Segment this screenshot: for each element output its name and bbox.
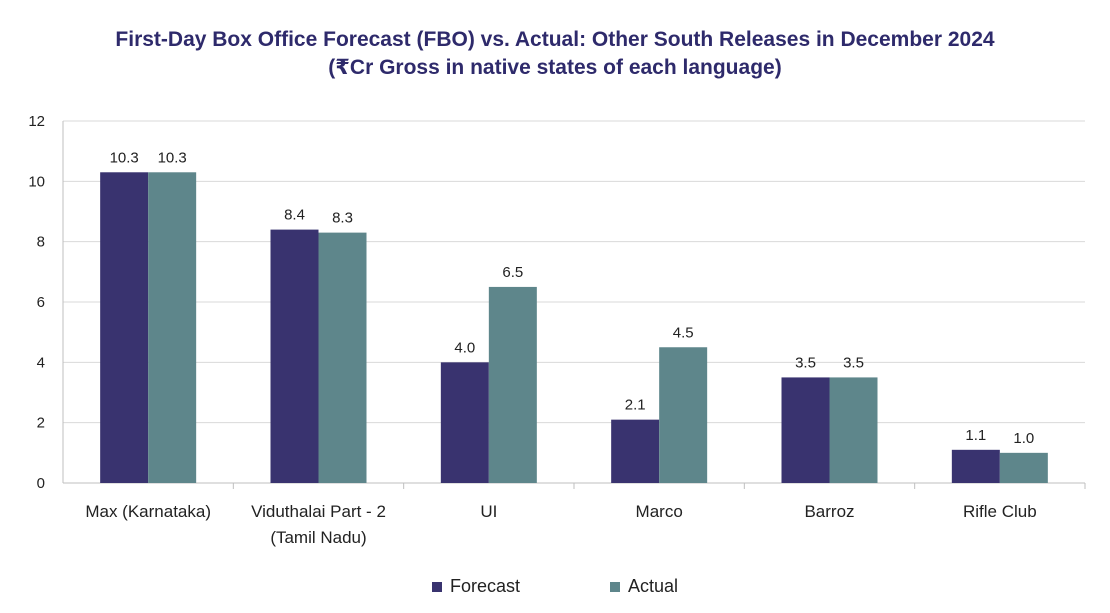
bar-forecast — [440, 362, 489, 483]
legend-swatch-forecast — [431, 581, 442, 592]
legend: Forecast Actual — [0, 576, 1110, 597]
data-label: 4.5 — [673, 324, 694, 341]
bar-actual — [318, 232, 367, 483]
x-category-label: Max (Karnataka) — [85, 502, 211, 521]
legend-swatch-actual — [610, 581, 620, 592]
chart-title: First-Day Box Office Forecast (FBO) vs. … — [115, 28, 995, 51]
y-tick-label: 10 — [28, 173, 45, 190]
y-tick-label: 4 — [37, 354, 45, 371]
chart-title-block: First-Day Box Office Forecast (FBO) vs. … — [0, 26, 1110, 82]
x-category-label: Marco — [636, 502, 683, 521]
data-label: 10.3 — [158, 149, 187, 166]
data-label: 1.0 — [1013, 430, 1034, 447]
data-label: 3.5 — [843, 354, 864, 371]
bar-actual — [148, 172, 197, 484]
x-category-label: UI — [480, 502, 497, 521]
bar-actual — [999, 452, 1048, 483]
y-tick-label: 12 — [28, 113, 45, 130]
bar-actual — [659, 347, 708, 483]
chart-subtitle: (₹Cr Gross in native states of each lang… — [328, 56, 782, 79]
legend-label-forecast: Forecast — [449, 576, 520, 596]
bar-actual — [488, 286, 537, 483]
bar-actual — [829, 377, 878, 483]
x-category-label: Barroz — [804, 502, 854, 521]
bar-forecast — [951, 449, 1000, 483]
legend-label-actual: Actual — [628, 576, 679, 596]
data-label: 1.1 — [965, 427, 986, 444]
y-tick-label: 6 — [37, 294, 45, 311]
data-label: 8.4 — [284, 207, 305, 224]
bar-forecast — [611, 419, 660, 483]
x-category-label: Viduthalai Part - 2 — [251, 502, 386, 521]
y-tick-label: 2 — [37, 415, 45, 432]
x-category-label: (Tamil Nadu) — [270, 528, 366, 547]
data-label: 10.3 — [110, 149, 139, 166]
data-label: 8.3 — [332, 210, 353, 227]
legend-item-actual: Actual — [610, 576, 678, 597]
y-tick-label: 8 — [37, 234, 45, 251]
bar-forecast — [270, 229, 319, 483]
data-label: 6.5 — [502, 264, 523, 281]
data-label: 3.5 — [795, 354, 816, 371]
data-label: 2.1 — [625, 397, 646, 414]
x-category-label: Rifle Club — [963, 502, 1037, 521]
legend-item-forecast: Forecast — [431, 576, 520, 597]
data-label: 4.0 — [454, 339, 475, 356]
bar-forecast — [781, 377, 830, 483]
y-tick-label: 0 — [37, 475, 45, 492]
bar-forecast — [100, 172, 149, 484]
